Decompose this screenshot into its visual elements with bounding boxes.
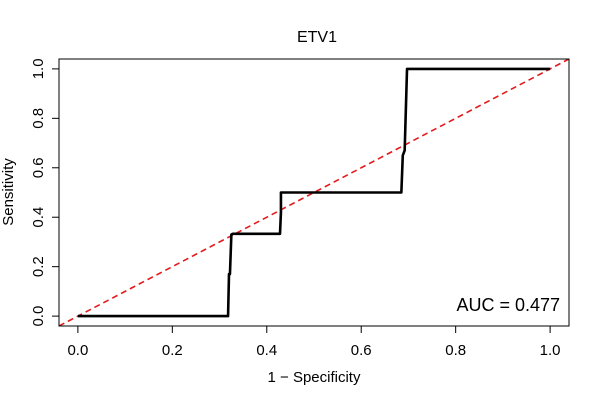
roc-curve-line <box>77 67 551 318</box>
y-tick-label: 0.0 <box>30 306 47 327</box>
y-tick-label: 0.2 <box>30 256 47 277</box>
y-tick-label: 0.4 <box>30 207 47 228</box>
x-axis-title: 1 − Specificity <box>268 369 361 386</box>
chart-title: ETV1 <box>297 29 337 46</box>
x-tick-label: 1.0 <box>540 342 561 359</box>
y-tick-label: 0.6 <box>30 157 47 178</box>
plot-area <box>59 59 569 326</box>
x-tick-label: 0.8 <box>445 342 466 359</box>
x-tick-label: 0.2 <box>162 342 183 359</box>
reference-diagonal-line <box>59 59 569 326</box>
y-axis-title: Sensitivity <box>0 158 17 226</box>
plot-frame <box>58 58 570 327</box>
y-tick-label: 0.8 <box>30 108 47 129</box>
y-tick-label: 1.0 <box>30 58 47 79</box>
x-tick-label: 0.6 <box>351 342 372 359</box>
x-tick-label: 0.0 <box>67 342 88 359</box>
x-axis: 0.0 0.2 0.4 0.6 0.8 1.0 <box>67 326 561 359</box>
auc-annotation: AUC = 0.477 <box>456 295 560 315</box>
x-tick-label: 0.4 <box>256 342 277 359</box>
y-axis: 0.0 0.2 0.4 0.6 0.8 1.0 <box>30 58 59 327</box>
